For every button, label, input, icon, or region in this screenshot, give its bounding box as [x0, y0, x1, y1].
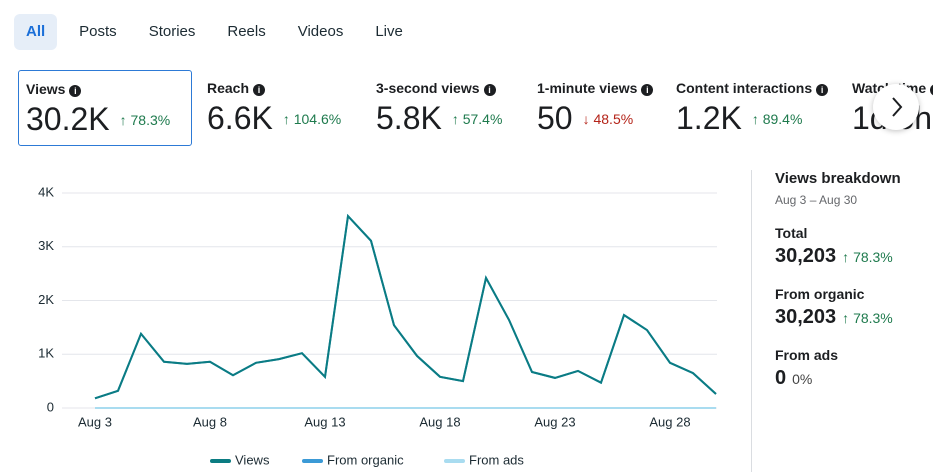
trend-arrow: ↑	[282, 111, 294, 127]
info-icon: i	[641, 84, 654, 96]
x-tick-label: Aug 18	[419, 414, 460, 429]
series-line	[94, 213, 717, 400]
metric-label: 1-minute views i	[537, 80, 654, 96]
metric-label: Reach i	[207, 80, 266, 96]
metric-value: 1.2K ↑ 89.4%	[676, 100, 802, 137]
x-tick-label: Aug 23	[534, 414, 575, 429]
breakdown-number: 0	[775, 367, 787, 389]
metric-number: 50	[537, 100, 573, 136]
tab[interactable]: All	[14, 14, 58, 50]
tab[interactable]: Live	[375, 23, 403, 40]
info-icon: i	[69, 85, 82, 97]
next-button[interactable]	[873, 84, 919, 130]
tab-bar: All Posts Stories Reels Videos Live	[14, 14, 425, 50]
breakdown-value: 0 0%	[775, 367, 930, 390]
legend-label: From ads	[469, 452, 524, 467]
tab[interactable]: Stories	[148, 23, 196, 40]
metric-change: ↑ 78.3%	[120, 112, 171, 128]
metric-change: ↑ 89.4%	[752, 111, 803, 127]
metric-number: 1.2K	[676, 100, 742, 136]
metric-label: Content interactions i	[676, 80, 829, 96]
breakdown-change: ↑ 78.3%	[842, 249, 893, 265]
metric-label-text: 1-minute views	[537, 80, 638, 96]
metric-label: Views i	[26, 81, 82, 97]
legend-label: Views	[235, 452, 270, 467]
breakdown-panel: Views breakdown Aug 3 – Aug 30 Total 30,203…	[775, 170, 930, 390]
trend-arrow: ↓	[582, 111, 594, 127]
metric-value: 5.8K ↑ 57.4%	[376, 100, 502, 137]
metric-value: 6.6K ↑ 104.6%	[207, 100, 341, 137]
metric-value: 30.2K ↑ 78.3%	[26, 101, 170, 138]
series-line	[94, 213, 717, 400]
breakdown-label: From organic	[775, 286, 865, 302]
metric-change: ↑ 104.6%	[283, 111, 341, 127]
breakdown-label: From ads	[775, 347, 839, 363]
chart: 0 1K 2K 3K 4K Aug 3 Aug 8 Aug 13 Aug 18 Aug 23 Aug…	[38, 184, 717, 467]
breakdown-label: Total	[775, 225, 808, 241]
metric-card[interactable]: Views i 30.2K ↑ 78.3%	[18, 70, 192, 146]
chevron-icon	[892, 97, 903, 117]
metric-card[interactable]: Content interactions i 1.2K ↑ 89.4%	[668, 70, 833, 144]
x-tick-label: Aug 3	[78, 414, 112, 429]
breakdown-change: ↑ 78.3%	[842, 310, 893, 326]
x-tick-label: Aug 8	[193, 414, 227, 429]
breakdown-number: 30,203	[775, 245, 837, 267]
tab[interactable]: Videos	[297, 23, 344, 40]
info-icon: i	[253, 84, 266, 96]
breakdown-value: 30,203 ↑ 78.3%	[775, 306, 930, 329]
tab[interactable]: Reels	[227, 23, 266, 40]
trend-arrow: ↑	[751, 111, 763, 127]
breakdown-number: 30,203	[775, 306, 837, 328]
change-text: 89.4%	[762, 111, 803, 127]
divider	[751, 170, 752, 472]
breakdown-range: Aug 3 – Aug 30	[775, 193, 858, 207]
info-icon: i	[930, 84, 933, 96]
info-icon: i	[816, 84, 829, 96]
metric-cards: Views i 30.2K ↑ 78.3% Reach i 6.6K ↑ 104.6% 3-se…	[18, 70, 933, 146]
breakdown-value: 30,203 ↑ 78.3%	[775, 245, 930, 268]
metric-card[interactable]: Reach i 6.6K ↑ 104.6%	[199, 70, 359, 144]
metric-label-text: Content interactions	[676, 80, 813, 96]
y-tick-label: 2K	[38, 292, 54, 307]
tab[interactable]: Posts	[79, 23, 117, 40]
change-text: 48.5%	[593, 111, 634, 127]
metric-number: 6.6K	[207, 100, 273, 136]
y-tick-label: 4K	[38, 184, 54, 199]
trend-arrow: ↑	[842, 310, 854, 326]
change-text: 78.3%	[130, 112, 171, 128]
metric-card[interactable]: 3-second views i 5.8K ↑ 57.4%	[368, 70, 518, 144]
metric-label-text: Views	[26, 81, 66, 97]
trend-arrow: ↑	[119, 112, 131, 128]
metric-card[interactable]: 1-minute views i 50 ↓ 48.5%	[529, 70, 659, 144]
metric-number: 30.2K	[26, 101, 110, 137]
trend-arrow: ↑	[451, 111, 463, 127]
change-text: 78.3%	[853, 310, 893, 326]
y-tick-label: 0	[47, 399, 54, 414]
change-text: 78.3%	[853, 249, 893, 265]
change-text: 104.6%	[293, 111, 342, 127]
y-tick-label: 1K	[38, 346, 54, 361]
info-icon: i	[483, 84, 496, 96]
metric-label: 3-second views i	[376, 80, 496, 96]
change-text: 57.4%	[462, 111, 503, 127]
x-tick-label: Aug 28	[649, 414, 690, 429]
metric-value: 50 ↓ 48.5%	[537, 100, 633, 137]
legend-label: From organic	[327, 452, 404, 467]
metric-number: 5.8K	[376, 100, 442, 136]
metric-label-text: Reach	[207, 80, 250, 96]
breakdown-change: 0%	[792, 371, 813, 387]
x-tick-label: Aug 13	[304, 414, 345, 429]
metric-change: ↓ 48.5%	[583, 111, 634, 127]
y-tick-label: 3K	[38, 238, 54, 253]
trend-arrow: ↑	[842, 249, 854, 265]
metric-change: ↑ 57.4%	[452, 111, 503, 127]
breakdown-title: Views breakdown	[775, 170, 901, 187]
metric-label-text: 3-second views	[376, 80, 480, 96]
